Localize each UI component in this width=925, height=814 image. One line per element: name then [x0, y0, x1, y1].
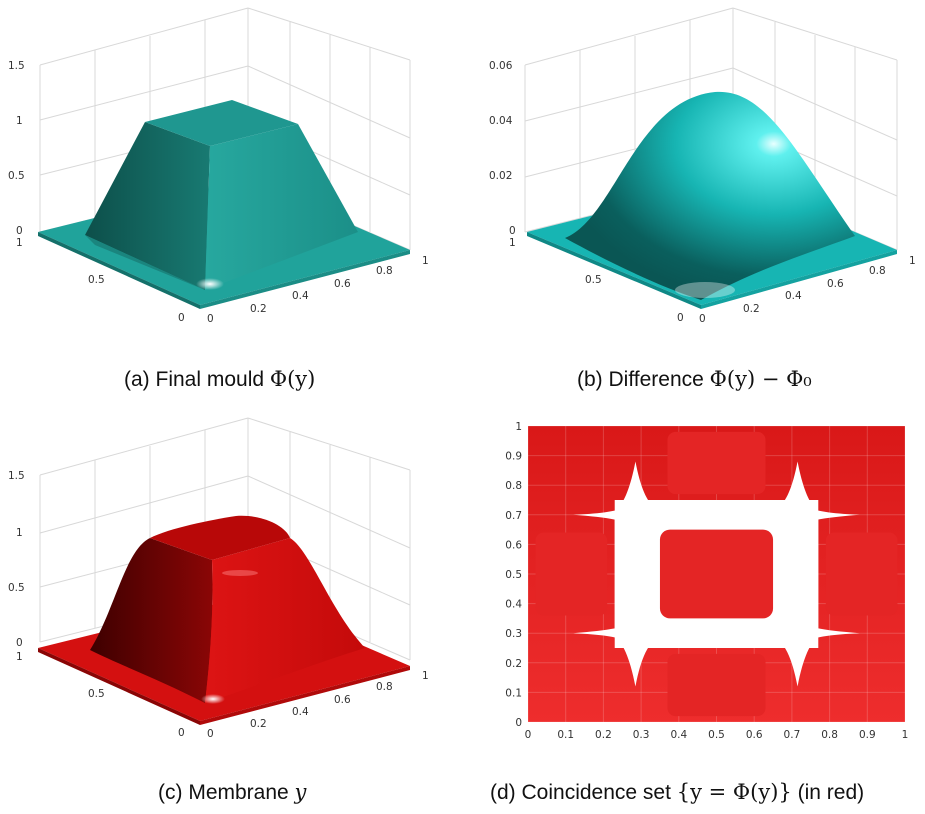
x-tick: 0.6 — [334, 278, 351, 290]
y-tick: 0.5 — [88, 688, 105, 700]
red-block-bottom — [667, 654, 765, 716]
y-tick: 0 — [677, 312, 684, 324]
y-tick: 0 — [178, 312, 185, 324]
y-tick-label: 0.9 — [505, 451, 522, 463]
caption-a-prefix: (a) Final mould — [124, 368, 270, 391]
x-tick: 0.8 — [869, 265, 886, 277]
y-tick: 0.5 — [585, 274, 602, 286]
z-tick: 0.5 — [8, 170, 25, 182]
x-tick-label: 0.5 — [708, 729, 725, 741]
y-tick: 1 — [509, 237, 516, 249]
x-tick-label: 0.4 — [670, 729, 687, 741]
caption-d-suffix: (in red) — [792, 781, 864, 804]
y-tick-label: 0.4 — [505, 599, 522, 611]
x-tick: 0 — [207, 313, 214, 325]
x-tick: 1 — [909, 255, 916, 267]
caption-d-prefix: (d) Coincidence set — [490, 781, 677, 804]
z-tick: 0.5 — [8, 582, 25, 594]
y-tick-label: 1 — [515, 421, 522, 433]
x-tick: 0.4 — [292, 290, 309, 302]
x-tick: 0 — [699, 313, 706, 325]
y-tick: 1 — [16, 237, 23, 249]
x-tick-label: 1 — [902, 729, 909, 741]
panel-d: 0 0.1 0.2 0.3 0.4 0.5 0.6 0.7 0.8 0.9 1 0 0.1 0.2 0.3… — [500, 418, 920, 750]
x-tick: 0.2 — [250, 303, 267, 315]
caption-c-prefix: (c) Membrane — [158, 781, 295, 804]
z-tick: 1 — [16, 527, 23, 539]
red-block-right — [826, 533, 898, 616]
x-tick: 1 — [422, 255, 429, 267]
panel-b: 0.06 0.04 0.02 0 1 0.5 0 0 0.2 0.4 0.6 0… — [465, 0, 925, 340]
surface-plot-c: 1.5 1 0.5 0 1 0.5 0 0 0.2 0.4 0.6 0.8 1 — [0, 410, 460, 750]
y-tick-label: 0 — [515, 717, 522, 729]
panel-c: 1.5 1 0.5 0 1 0.5 0 0 0.2 0.4 0.6 0.8 1 — [0, 410, 460, 750]
x-tick: 0.2 — [250, 718, 267, 730]
z-tick: 0 — [16, 637, 23, 649]
x-tick: 0.4 — [785, 290, 802, 302]
x-tick: 0.2 — [743, 303, 760, 315]
x-tick: 0 — [207, 728, 214, 740]
y-ticks-d: 0 0.1 0.2 0.3 0.4 0.5 0.6 0.7 0.8 0.9 1 — [505, 421, 522, 729]
z-ticks-c: 1.5 1 0.5 0 — [8, 470, 25, 649]
caption-b-math: Φ(y) − Φ₀ — [710, 367, 812, 391]
caption-d-math: {y = Φ(y)} — [677, 780, 792, 804]
y-tick-label: 0.7 — [505, 510, 522, 522]
coincidence-heatmap-d: 0 0.1 0.2 0.3 0.4 0.5 0.6 0.7 0.8 0.9 1 0 0.1 0.2 0.3… — [500, 418, 920, 750]
z-tick: 0.02 — [489, 170, 512, 182]
panel-a: 1.5 1 0.5 0 1 0.5 0 0 0.2 0.4 0.6 0.8 1 — [0, 0, 460, 340]
caption-a: (a) Final mould Φ(y) — [124, 367, 315, 392]
y-tick-label: 0.8 — [505, 480, 522, 492]
x-tick: 0.8 — [376, 265, 393, 277]
x-tick-label: 0.3 — [633, 729, 650, 741]
z-tick: 1.5 — [8, 60, 25, 72]
x-tick-label: 0.8 — [821, 729, 838, 741]
z-tick: 0 — [509, 225, 516, 237]
y-tick: 1 — [16, 651, 23, 663]
x-tick-label: 0 — [525, 729, 532, 741]
z-ticks-a: 1.5 1 0.5 0 — [8, 60, 25, 237]
z-ticks-b: 0.06 0.04 0.02 0 — [489, 60, 516, 237]
x-tick-label: 0.1 — [557, 729, 574, 741]
y-tick: 0 — [178, 727, 185, 739]
z-tick: 0 — [16, 225, 23, 237]
x-ticks-d: 0 0.1 0.2 0.3 0.4 0.5 0.6 0.7 0.8 0.9 1 — [525, 729, 909, 741]
central-red-square — [660, 530, 773, 619]
z-tick: 1.5 — [8, 470, 25, 482]
surface-plot-b: 0.06 0.04 0.02 0 1 0.5 0 0 0.2 0.4 0.6 0… — [465, 0, 925, 340]
x-tick: 0.4 — [292, 706, 309, 718]
y-tick-label: 0.2 — [505, 658, 522, 670]
caption-a-math: Φ(y) — [270, 367, 315, 391]
x-tick: 0.6 — [334, 694, 351, 706]
caption-b: (b) Difference Φ(y) − Φ₀ — [577, 367, 812, 392]
z-tick: 0.04 — [489, 115, 513, 127]
z-tick: 1 — [16, 115, 23, 127]
caption-b-prefix: (b) Difference — [577, 368, 710, 391]
caption-c-math: y — [295, 780, 307, 804]
surface-plot-a: 1.5 1 0.5 0 1 0.5 0 0 0.2 0.4 0.6 0.8 1 — [0, 0, 460, 340]
caption-d: (d) Coincidence set {y = Φ(y)} (in red) — [490, 780, 864, 805]
x-tick: 0.8 — [376, 681, 393, 693]
y-tick-label: 0.6 — [505, 539, 522, 551]
red-block-left — [536, 533, 608, 616]
y-tick: 0.5 — [88, 274, 105, 286]
x-tick: 0.6 — [827, 278, 844, 290]
z-tick: 0.06 — [489, 60, 513, 72]
caption-c: (c) Membrane y — [158, 780, 306, 805]
y-tick-label: 0.1 — [505, 687, 522, 699]
y-tick-label: 0.3 — [505, 628, 522, 640]
caption-c-math-var: y — [295, 780, 307, 804]
x-tick-label: 0.2 — [595, 729, 612, 741]
x-tick-label: 0.7 — [784, 729, 801, 741]
x-tick-label: 0.9 — [859, 729, 876, 741]
x-tick: 1 — [422, 670, 429, 682]
x-tick-label: 0.6 — [746, 729, 763, 741]
red-block-top — [667, 432, 765, 494]
y-tick-label: 0.5 — [505, 569, 522, 581]
